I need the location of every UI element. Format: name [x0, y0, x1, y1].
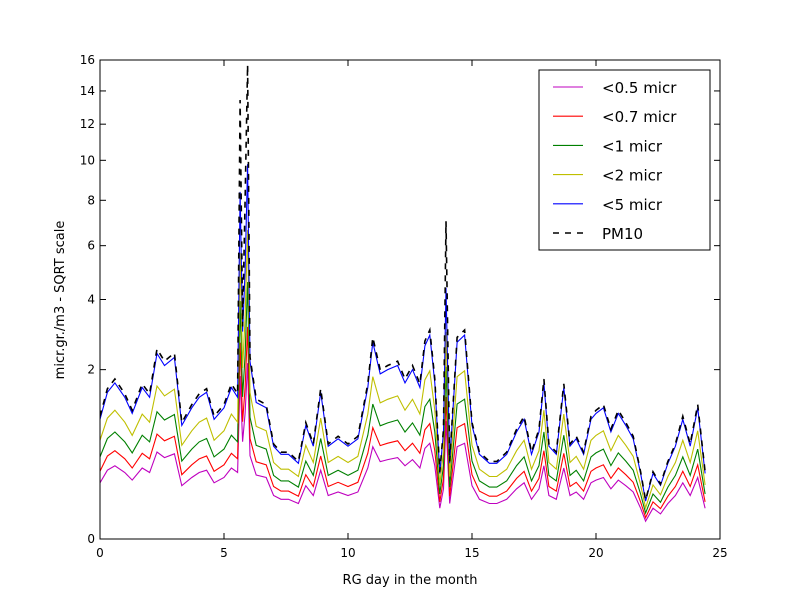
- y-tick-label: 10: [80, 153, 95, 167]
- series-line-3: [100, 229, 706, 510]
- x-tick-label: 15: [464, 546, 479, 560]
- x-axis-title: RG day in the month: [343, 573, 478, 588]
- legend-label-2: <1 micr: [602, 137, 663, 155]
- y-tick-label: 0: [87, 532, 95, 546]
- x-tick-label: 0: [96, 546, 104, 560]
- y-tick-label: 2: [87, 363, 95, 377]
- x-tick-label: 5: [220, 546, 228, 560]
- y-tick-label: 6: [87, 239, 95, 253]
- x-tick-label: 20: [588, 546, 603, 560]
- y-tick-label: 16: [80, 53, 95, 67]
- legend-frame: [538, 69, 711, 251]
- legend-label-5: PM10: [602, 225, 643, 243]
- series-line-0: [100, 363, 706, 523]
- series-lines: [100, 64, 706, 523]
- x-tick-label: 25: [712, 546, 727, 560]
- x-tick-label: 10: [340, 546, 355, 560]
- axis-ticks: 0 5 10 15 20 25 0 2 4 6 8 10 12 14 16: [80, 53, 728, 560]
- legend-label-4: <5 micr: [602, 196, 663, 214]
- series-line-1: [100, 326, 706, 520]
- y-tick-label: 14: [80, 84, 95, 98]
- legend: <0.5 micr <0.7 micr <1 micr <2 micr <5 micr P…: [538, 69, 711, 251]
- y-axis-title: micr.gr./m3 - SQRT scale: [53, 221, 68, 380]
- legend-label-1: <0.7 micr: [602, 108, 677, 126]
- y-tick-label: 4: [87, 293, 95, 307]
- series-line-4: [100, 164, 706, 502]
- series-line-2: [100, 281, 706, 515]
- legend-label-3: <2 micr: [602, 167, 663, 185]
- y-tick-label: 12: [80, 117, 95, 131]
- y-tick-label: 8: [87, 193, 95, 207]
- legend-label-0: <0.5 micr: [602, 79, 677, 97]
